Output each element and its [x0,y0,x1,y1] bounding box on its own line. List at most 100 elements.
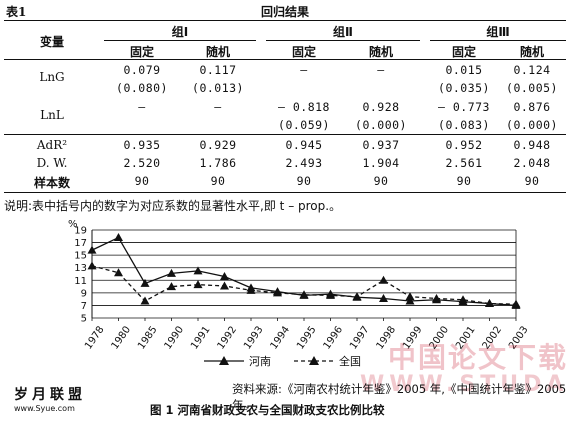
table-mid-rule [4,134,566,135]
x-tick-label: 1993 [242,324,266,351]
series-line-china [91,265,517,305]
table-cell: – 0.818 [278,100,330,114]
chart-grid [92,229,516,319]
table-cell: (0.000) [506,118,558,132]
table-row-label: 样本数 [33,176,70,190]
table-cell: – [214,100,222,114]
table-note: 说明:表中括号内的数字为对应系数的显著性水平,即 t – prop.。 [4,199,342,213]
y-tick-label: 13 [74,263,87,274]
data-point-henan [193,266,203,275]
data-point-china [167,282,176,291]
legend-label-henan: 河南 [249,355,271,368]
data-point-henan [379,294,388,303]
data-point-china [405,292,415,301]
table-cell: (0.083) [438,118,490,132]
table-group-header: 组Ⅰ [171,25,189,39]
watermark-right-url: WWW.STUDA. [360,372,570,397]
table-row-label: D. W. [36,156,68,170]
legend-marker-china [309,356,319,365]
table-cell: 90 [296,174,312,188]
x-tick-label: 1994 [269,324,293,351]
y-tick-label: 17 [74,238,87,249]
table-group-header: 组Ⅱ [333,25,353,39]
table-row-label: AdR² [36,138,68,152]
data-point-henan [405,296,415,305]
table-cell: 0.929 [199,138,237,152]
table-cell: 90 [210,174,226,188]
table-row-label: LnG [39,70,65,84]
data-point-china [432,294,441,303]
source-note: 资料来源:《河南农村统计年鉴》2005 年,《中国统计年鉴》2005 年。 [232,382,567,412]
watermark-left: 岁月联盟 [14,387,86,403]
table-cell: 0.945 [285,138,323,152]
chart-legend: 河南 全国 [204,354,361,368]
legend-label-china: 全国 [339,354,361,368]
y-axis-label: % [68,219,78,230]
chart-series [87,233,521,309]
data-point-china [299,290,309,299]
table-cell: 2.561 [445,156,483,170]
data-point-china [352,292,362,301]
table-var-header: 变量 [39,35,64,49]
data-point-china [193,280,203,289]
table-cell: – 0.773 [438,100,490,114]
table-cell: (0.013) [192,81,244,95]
x-tick-label: 1990 [163,324,187,351]
table-cell: 90 [456,174,472,188]
x-tick-label: 1991 [189,324,213,351]
table-cell: 2.048 [513,156,551,170]
table-cell: 0.937 [362,138,400,152]
data-point-henan [220,272,229,281]
x-tick-label: 1996 [322,324,346,351]
data-point-china [379,275,388,284]
x-tick-label: 1978 [83,324,107,351]
x-tick-label: 1980 [110,324,134,351]
table-cell: – [300,63,308,77]
table-cell: (0.080) [116,81,168,95]
table-cell: (0.059) [278,118,330,132]
table-label: 表1 [6,5,27,19]
table-header-rule [4,59,566,60]
data-point-china [140,296,150,305]
group-3-underline [430,40,566,41]
table-cell: 90 [524,174,540,188]
table-subheader: 固定 [291,45,316,59]
table-cell: 1.786 [199,156,237,170]
data-point-henan [140,278,150,287]
y-tick-label: 9 [81,288,87,299]
data-point-china [485,299,494,308]
table-cell: 2.493 [285,156,323,170]
chart-axes [91,230,517,321]
table-subheader: 随机 [519,45,544,59]
data-point-china [87,261,97,270]
table-cell: 90 [373,174,389,188]
table-subheader: 固定 [129,45,154,59]
group-2-underline [266,40,420,41]
y-tick-label: 7 [81,301,87,312]
data-point-china [458,295,468,304]
legend-marker-henan [219,356,229,365]
table-group-header: 组Ⅲ [486,25,510,39]
table-cell: 0.952 [445,138,483,152]
table-bottom-rule [4,192,566,193]
x-tick-label: 1997 [348,324,372,351]
y-tick-label: 15 [74,251,87,262]
y-tick-label: 19 [74,226,87,237]
data-point-china [114,268,123,277]
table-cell: (0.035) [438,81,490,95]
table-cell: 0.935 [123,138,161,152]
table-subheader: 固定 [451,45,476,59]
x-tick-label: 1995 [295,324,319,351]
data-point-china [220,281,229,290]
data-point-china [326,290,335,299]
data-point-china [511,299,521,308]
table-cell: 0.928 [362,100,400,114]
figure-caption: 图 1 河南省财政支农与全国财政支农比例比较 [150,403,385,417]
table-cell: 0.079 [123,63,161,77]
table-subheader: 随机 [205,45,230,59]
table-cell: 0.124 [513,63,551,77]
data-point-henan [87,245,97,254]
table-cell: (0.005) [506,81,558,95]
watermark-left-url: www.Syue.com [14,404,75,413]
